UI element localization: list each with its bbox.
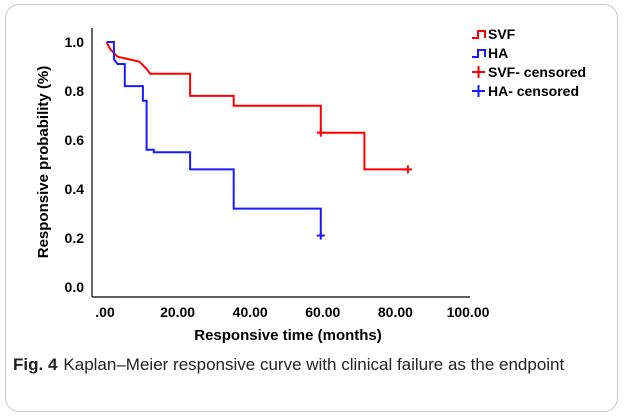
y-tick-label: 1.0 <box>65 34 85 50</box>
figure-caption: Fig. 4 Kaplan–Meier responsive curve with… <box>13 352 573 377</box>
chart-legend: SVF HA SVF- censored HA- censored <box>472 26 586 99</box>
y-axis-label: Responsive probability (%) <box>35 66 52 259</box>
legend-item: HA <box>472 45 508 61</box>
x-tick-label: 20.00 <box>160 304 195 320</box>
x-tick-label: .00 <box>95 304 115 320</box>
x-tick-label: 80.00 <box>378 304 413 320</box>
x-tick-label: 40.00 <box>233 304 268 320</box>
legend-label: SVF- censored <box>488 64 586 80</box>
legend-label: HA <box>488 45 508 61</box>
chart-series <box>105 41 412 240</box>
series-line-ha <box>106 41 322 236</box>
x-axis-label: Responsive time (months) <box>194 327 382 344</box>
legend-label: HA- censored <box>488 83 579 99</box>
legend-step-icon <box>472 30 486 39</box>
figure-caption-label: Fig. 4 <box>13 355 58 374</box>
figure-caption-text: Kaplan–Meier responsive curve with clini… <box>63 355 565 374</box>
legend-item: HA- censored <box>472 83 579 99</box>
y-tick-label: 0.0 <box>65 279 85 295</box>
x-tick-label: 100.00 <box>447 304 490 320</box>
series-line-svf <box>105 41 408 171</box>
legend-item: SVF- censored <box>472 64 586 80</box>
x-tick-label: 60.00 <box>305 304 340 320</box>
y-tick-label: 0.2 <box>65 230 85 246</box>
chart-axes: 0.0 0.2 0.4 0.6 0.8 1.0 .00 20.00 40.00 60.00 80.0… <box>65 28 490 320</box>
y-tick-label: 0.4 <box>65 181 85 197</box>
y-tick-label: 0.8 <box>65 83 85 99</box>
legend-item: SVF <box>472 26 516 42</box>
y-tick-label: 0.6 <box>65 132 85 148</box>
legend-label: SVF <box>488 26 516 42</box>
legend-step-icon <box>472 49 486 58</box>
